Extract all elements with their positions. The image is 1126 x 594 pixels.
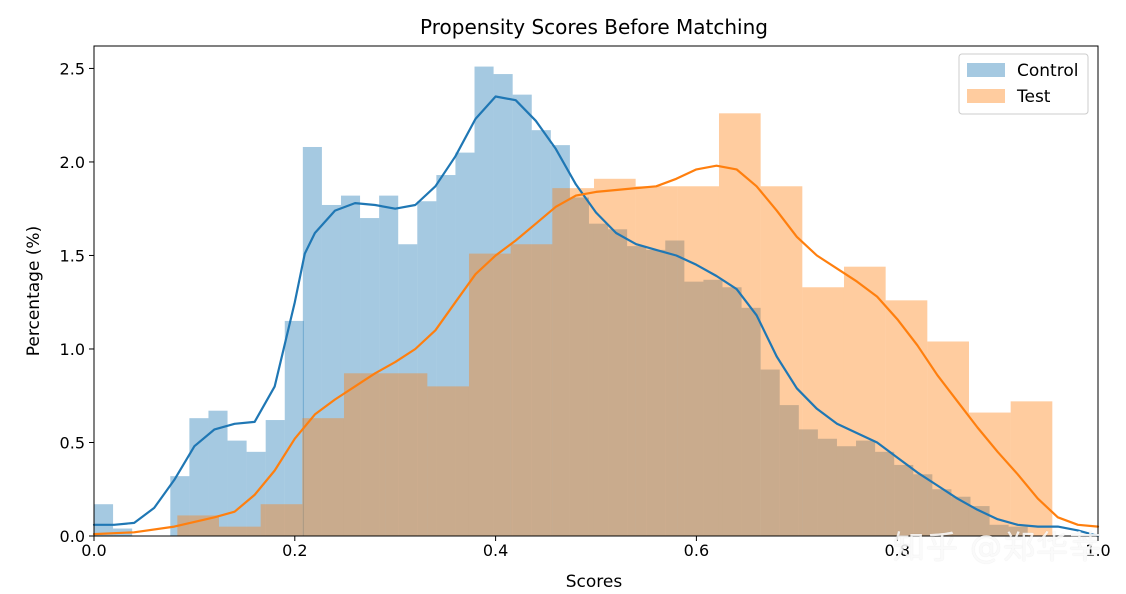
x-tick-label-0: 0.0 [81, 541, 106, 560]
control-bar-22 [512, 94, 532, 537]
test-bar-11 [552, 188, 594, 537]
control-bar-21 [493, 74, 513, 536]
test-bar-8 [427, 386, 469, 536]
test-bar-13 [635, 186, 678, 536]
control-bar-29 [646, 249, 666, 536]
legend-swatch-test [967, 89, 1005, 103]
legend-label-control: Control [1017, 61, 1078, 81]
legend: Control Test [958, 53, 1089, 115]
test-bar-19 [885, 300, 928, 536]
y-tick-label-0: 0.0 [60, 527, 85, 546]
control-bar-38 [817, 438, 837, 536]
x-tick-label-5: 1.0 [1085, 541, 1110, 560]
test-bar-5 [302, 418, 344, 536]
control-bar-32 [703, 279, 723, 536]
control-bar-31 [684, 281, 704, 536]
x-tick-label-2: 0.4 [483, 541, 508, 560]
control-bar-24 [550, 145, 570, 536]
control-bar-26 [588, 223, 609, 536]
kde-layer [92, 95, 1100, 538]
control-bar-43 [913, 474, 933, 536]
legend-label-test: Test [1016, 87, 1051, 107]
test-bar-16 [760, 186, 803, 536]
y-tick-label-4: 2.0 [60, 153, 85, 172]
legend-box [958, 53, 1089, 115]
watermark-text: 知乎 @郑华莘 [892, 528, 1102, 566]
y-tick-label-5: 2.5 [60, 59, 85, 78]
x-tick-label-1: 0.2 [282, 541, 307, 560]
test-kde-line [92, 164, 1100, 536]
control-bar-16 [398, 244, 418, 537]
control-bar-17 [417, 201, 437, 536]
control-bar-7 [227, 440, 247, 536]
control-bar-9 [265, 420, 285, 536]
legend-swatch-control [967, 63, 1005, 77]
control-bar-4 [170, 476, 190, 536]
control-bar-39 [836, 446, 857, 536]
control-bar-44 [932, 489, 952, 536]
control-bar-13 [340, 195, 361, 536]
control-bar-45 [951, 496, 971, 536]
control-bar-18 [436, 175, 456, 536]
control-bar-28 [627, 246, 647, 536]
control-bar-0 [94, 504, 114, 536]
bars-layer [94, 66, 1053, 537]
test-bar-3 [218, 526, 261, 536]
test-bar-15 [718, 113, 761, 536]
control-bar-36 [779, 405, 799, 536]
control-bar-20 [474, 66, 494, 537]
control-bar-30 [665, 240, 685, 536]
control-bar-47 [989, 524, 1009, 536]
x-axis-label: Scores [566, 572, 623, 592]
control-bar-6 [208, 410, 228, 536]
y-tick-label-2: 1.0 [60, 340, 85, 359]
control-bar-48 [1008, 526, 1028, 536]
control-bar-37 [798, 429, 818, 536]
test-bar-10 [510, 244, 553, 537]
test-bar-17 [802, 287, 844, 536]
x-tick-label-4: 0.8 [884, 541, 909, 560]
test-bar-22 [1010, 401, 1053, 536]
control-bar-40 [856, 440, 876, 536]
y-axis-label: Percentage (%) [24, 226, 44, 356]
control-bar-23 [531, 130, 551, 536]
ticks-layer: 0.0 0.2 0.4 0.6 0.8 1.0 0.0 0.5 1.0 1.5 2.0 2.5 [60, 59, 1111, 560]
test-bar-2 [177, 515, 219, 536]
control-bar-12 [321, 204, 341, 536]
test-bar-21 [968, 412, 1011, 536]
y-tick-label-3: 1.5 [60, 246, 85, 265]
control-bar-11 [302, 146, 322, 536]
chart-title: Propensity Scores Before Matching [420, 15, 768, 39]
control-bar-33 [722, 287, 742, 536]
test-bar-6 [343, 373, 386, 536]
test-bar-14 [677, 186, 719, 536]
test-bar-12 [593, 178, 636, 536]
control-bar-41 [875, 451, 895, 536]
control-kde-line [92, 95, 1100, 538]
test-bar-18 [843, 266, 886, 536]
control-bar-34 [741, 307, 761, 536]
control-bar-42 [894, 464, 914, 536]
control-bar-10 [284, 320, 304, 536]
axes-frame [93, 45, 1099, 537]
x-tick-label-3: 0.6 [684, 541, 709, 560]
test-bar-7 [385, 373, 428, 536]
control-bar-25 [569, 197, 589, 536]
control-bar-35 [760, 369, 780, 536]
test-bar-4 [260, 504, 303, 536]
y-tick-label-1: 0.5 [60, 433, 85, 452]
test-bar-20 [927, 341, 969, 536]
control-bar-27 [608, 229, 628, 536]
test-bar-9 [468, 253, 511, 537]
control-bar-19 [455, 152, 475, 536]
